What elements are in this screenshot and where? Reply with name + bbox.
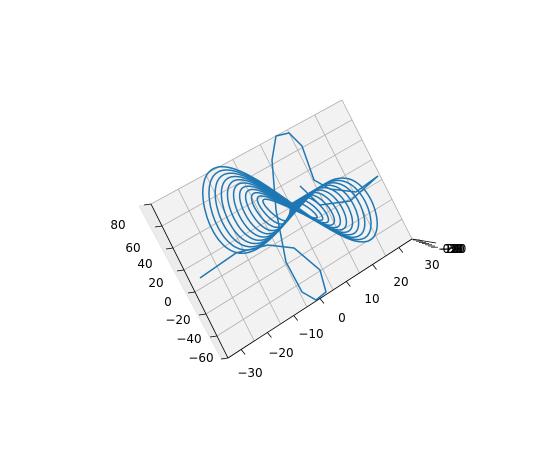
x-tick-label: 30 xyxy=(424,258,439,272)
z-tick-label: −30 xyxy=(438,242,463,256)
y-tick xyxy=(176,269,185,272)
y-tick-label: −40 xyxy=(176,332,201,346)
curve-loop xyxy=(202,165,378,255)
z-tick-label: −10 xyxy=(441,242,466,256)
y-tick xyxy=(154,225,163,228)
y-tick xyxy=(187,291,196,294)
y-tick-label: 80 xyxy=(110,218,125,232)
y-tick xyxy=(143,203,152,206)
z-tick-label: 20 xyxy=(446,242,461,256)
x-tick-label: 20 xyxy=(393,275,408,289)
floor-pane xyxy=(151,100,412,358)
y-tick xyxy=(209,335,218,338)
x-tick-label: 0 xyxy=(338,311,346,325)
x-tick-label: −20 xyxy=(268,346,293,360)
gridline xyxy=(205,198,393,315)
x-tick-label: −30 xyxy=(237,366,262,380)
gridline xyxy=(314,114,387,257)
y-tick-label: 0 xyxy=(164,295,172,309)
x-tick-label: −10 xyxy=(298,327,323,341)
y-tick xyxy=(198,313,207,316)
gridline xyxy=(194,179,383,293)
curve-wing xyxy=(199,132,379,301)
x-tick-label: 10 xyxy=(364,292,379,306)
y-tick-label: 20 xyxy=(148,276,163,290)
x-tick xyxy=(345,281,351,287)
y-tick xyxy=(220,357,229,360)
y-tick-label: −20 xyxy=(165,313,190,327)
z-tick-label: 30 xyxy=(447,242,462,256)
x-tick xyxy=(398,247,404,253)
y-axis-line xyxy=(150,203,229,359)
y-tick-label: −60 xyxy=(188,351,213,365)
gridline xyxy=(341,99,413,240)
x-tick xyxy=(293,315,299,321)
z-tick-label: −20 xyxy=(440,242,465,256)
x-tick xyxy=(267,332,272,338)
gridline xyxy=(150,99,343,205)
z-tick-label: 0 xyxy=(443,242,451,256)
x-tick xyxy=(240,349,246,355)
y-tick-label: 40 xyxy=(137,257,152,271)
gridline xyxy=(161,119,353,227)
x-tick xyxy=(372,264,377,270)
y-tick xyxy=(165,247,174,250)
z-tick-label: 10 xyxy=(444,242,459,256)
y-tick-label: 60 xyxy=(125,241,140,255)
x-tick xyxy=(319,298,325,304)
gridline xyxy=(177,188,255,342)
